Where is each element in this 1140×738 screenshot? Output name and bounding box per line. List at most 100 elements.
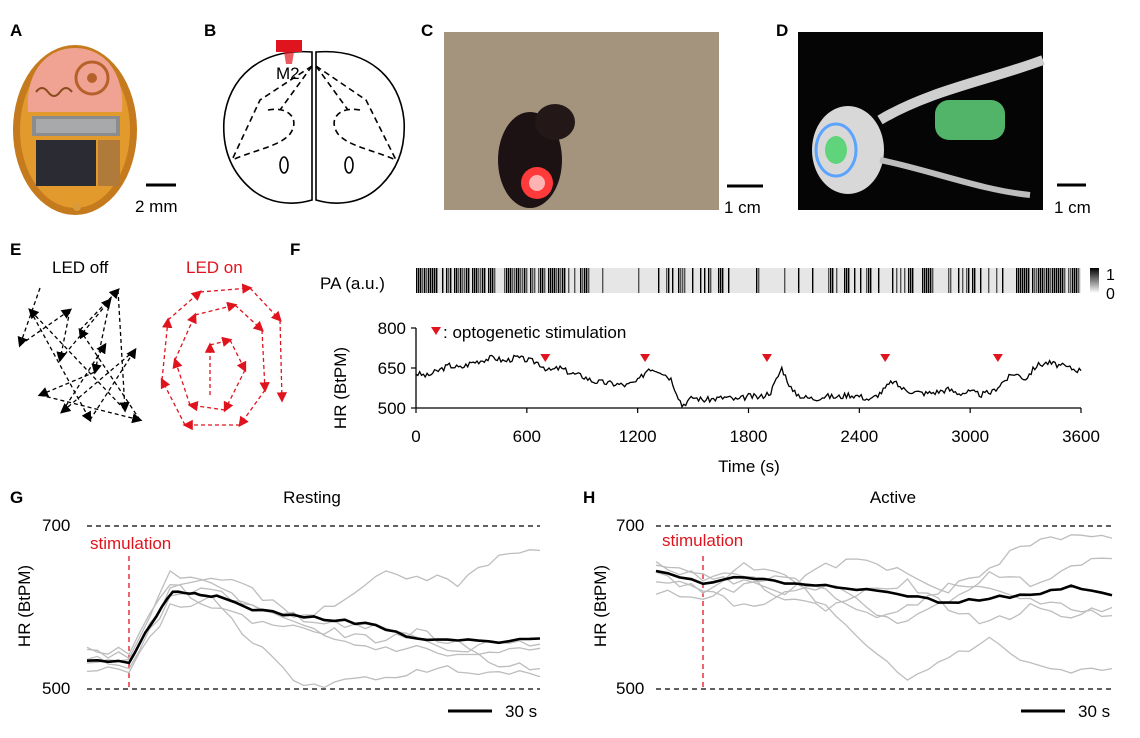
trajectory-segment [172,357,191,406]
pa-raster-bar [1032,268,1034,293]
pa-raster-bar [728,268,730,293]
g-y-top: 700 [42,516,70,535]
pa-colorbar-min: 0 [1106,286,1115,303]
trajectory-segment [259,329,270,393]
resting-hr-chart [86,525,541,690]
pa-raster-bar [456,268,458,293]
pa-label: PA (a.u.) [320,274,385,293]
pa-raster-bar [904,268,906,293]
pa-raster-bar [692,268,694,293]
pa-raster-bar [428,268,430,293]
pa-raster-bar [830,268,832,293]
pa-raster-bar [494,268,496,293]
stimulation-marker [640,354,651,362]
h-y-top: 700 [616,516,644,535]
trial-trace [655,557,1113,625]
trajectory-segment [28,308,126,411]
pa-raster-bar [930,268,932,293]
time-axis-label: Time (s) [718,457,780,476]
hr-axis-label: HR (BtPM) [331,347,350,429]
ct-scan-image [798,32,1045,210]
h-y-bottom: 500 [616,679,644,698]
panel-label-e: E [10,240,21,259]
pa-raster-bar [958,268,960,293]
pa-raster-bar [554,268,556,293]
pa-raster-bar [552,268,554,293]
pa-raster-bar [924,268,926,293]
trial-trace [86,584,541,671]
pa-raster-bar [896,268,898,293]
trial-trace [86,587,541,670]
pa-raster-bar [1076,268,1078,293]
pa-raster-bar [870,268,872,293]
pa-raster-bar [512,268,514,293]
pa-raster-bar [422,268,424,293]
x-tick-label: 0 [411,427,420,446]
pa-raster-bar [1050,268,1052,293]
pa-raster-bar [932,268,934,293]
led-off-label: LED off [52,258,109,277]
pa-raster-bar [1048,268,1050,293]
pa-raster-bar [1002,268,1004,293]
pa-raster-bar [658,268,660,293]
pa-raster-bar [586,268,588,293]
g-y-bottom: 500 [42,679,70,698]
pa-raster-bar [478,268,480,293]
trajectory-led-on [160,283,288,431]
trajectory-segment [79,288,120,331]
pa-raster-bar [718,268,720,293]
h-scale-label: 30 s [1078,702,1110,721]
x-tick-label: 1200 [619,427,657,446]
trajectory-led-off [17,287,143,424]
trajectory-segment [174,312,197,361]
trajectory-segment [56,309,71,363]
pa-raster-bar [1046,268,1048,293]
pa-raster-bar [720,268,722,293]
pa-raster-bar [520,268,522,293]
pa-raster-bar [446,268,448,293]
pa-raster-bar [668,268,670,293]
pa-raster-bar [468,268,470,293]
trajectory-segment [78,327,141,421]
pa-raster-bar [846,268,848,293]
pa-raster-bar [482,268,484,293]
pa-raster-bar [828,268,830,293]
pa-raster-bar [548,268,550,293]
pa-raster-bar [532,268,534,293]
panel-g-title: Resting [283,488,341,507]
trajectory-segment [229,339,247,373]
panel-label-d: D [776,21,788,40]
pa-raster-bar [416,268,418,293]
pa-raster-bar [568,268,570,293]
pa-raster-bar [550,268,552,293]
trajectory-segment [60,349,136,414]
pa-raster-bar [504,268,506,293]
pa-raster [416,268,1081,293]
pa-raster-bar [476,268,478,293]
panel-h-title: Active [870,488,916,507]
stim-legend-text: : optogenetic stimulation [443,323,626,342]
scale-label-c: 1 cm [724,198,761,217]
pa-raster-bar [574,268,576,293]
pa-raster-bar [524,268,526,293]
pa-raster-bar [1064,268,1066,293]
pa-raster-bar [436,268,438,293]
pa-raster-bar [1054,268,1056,293]
pa-raster-bar [1044,268,1046,293]
pa-raster-bar [892,268,894,293]
pa-raster-bar [1068,268,1070,293]
x-tick-label: 3000 [951,427,989,446]
pa-raster-bar [1028,268,1030,293]
trajectory-segment [59,298,112,361]
pa-raster-bar [868,268,870,293]
pa-raster-bar [564,268,566,293]
pa-raster-bar [672,268,674,293]
pa-raster-bar [1026,268,1028,293]
pa-raster-bar [878,268,880,293]
pa-raster-bar [542,268,544,293]
pa-raster-bar [1062,268,1064,293]
g-scale-label: 30 s [505,702,537,721]
trajectory-segment [223,369,246,413]
trajectory-segment [117,289,130,413]
pa-raster-bar [968,268,970,293]
